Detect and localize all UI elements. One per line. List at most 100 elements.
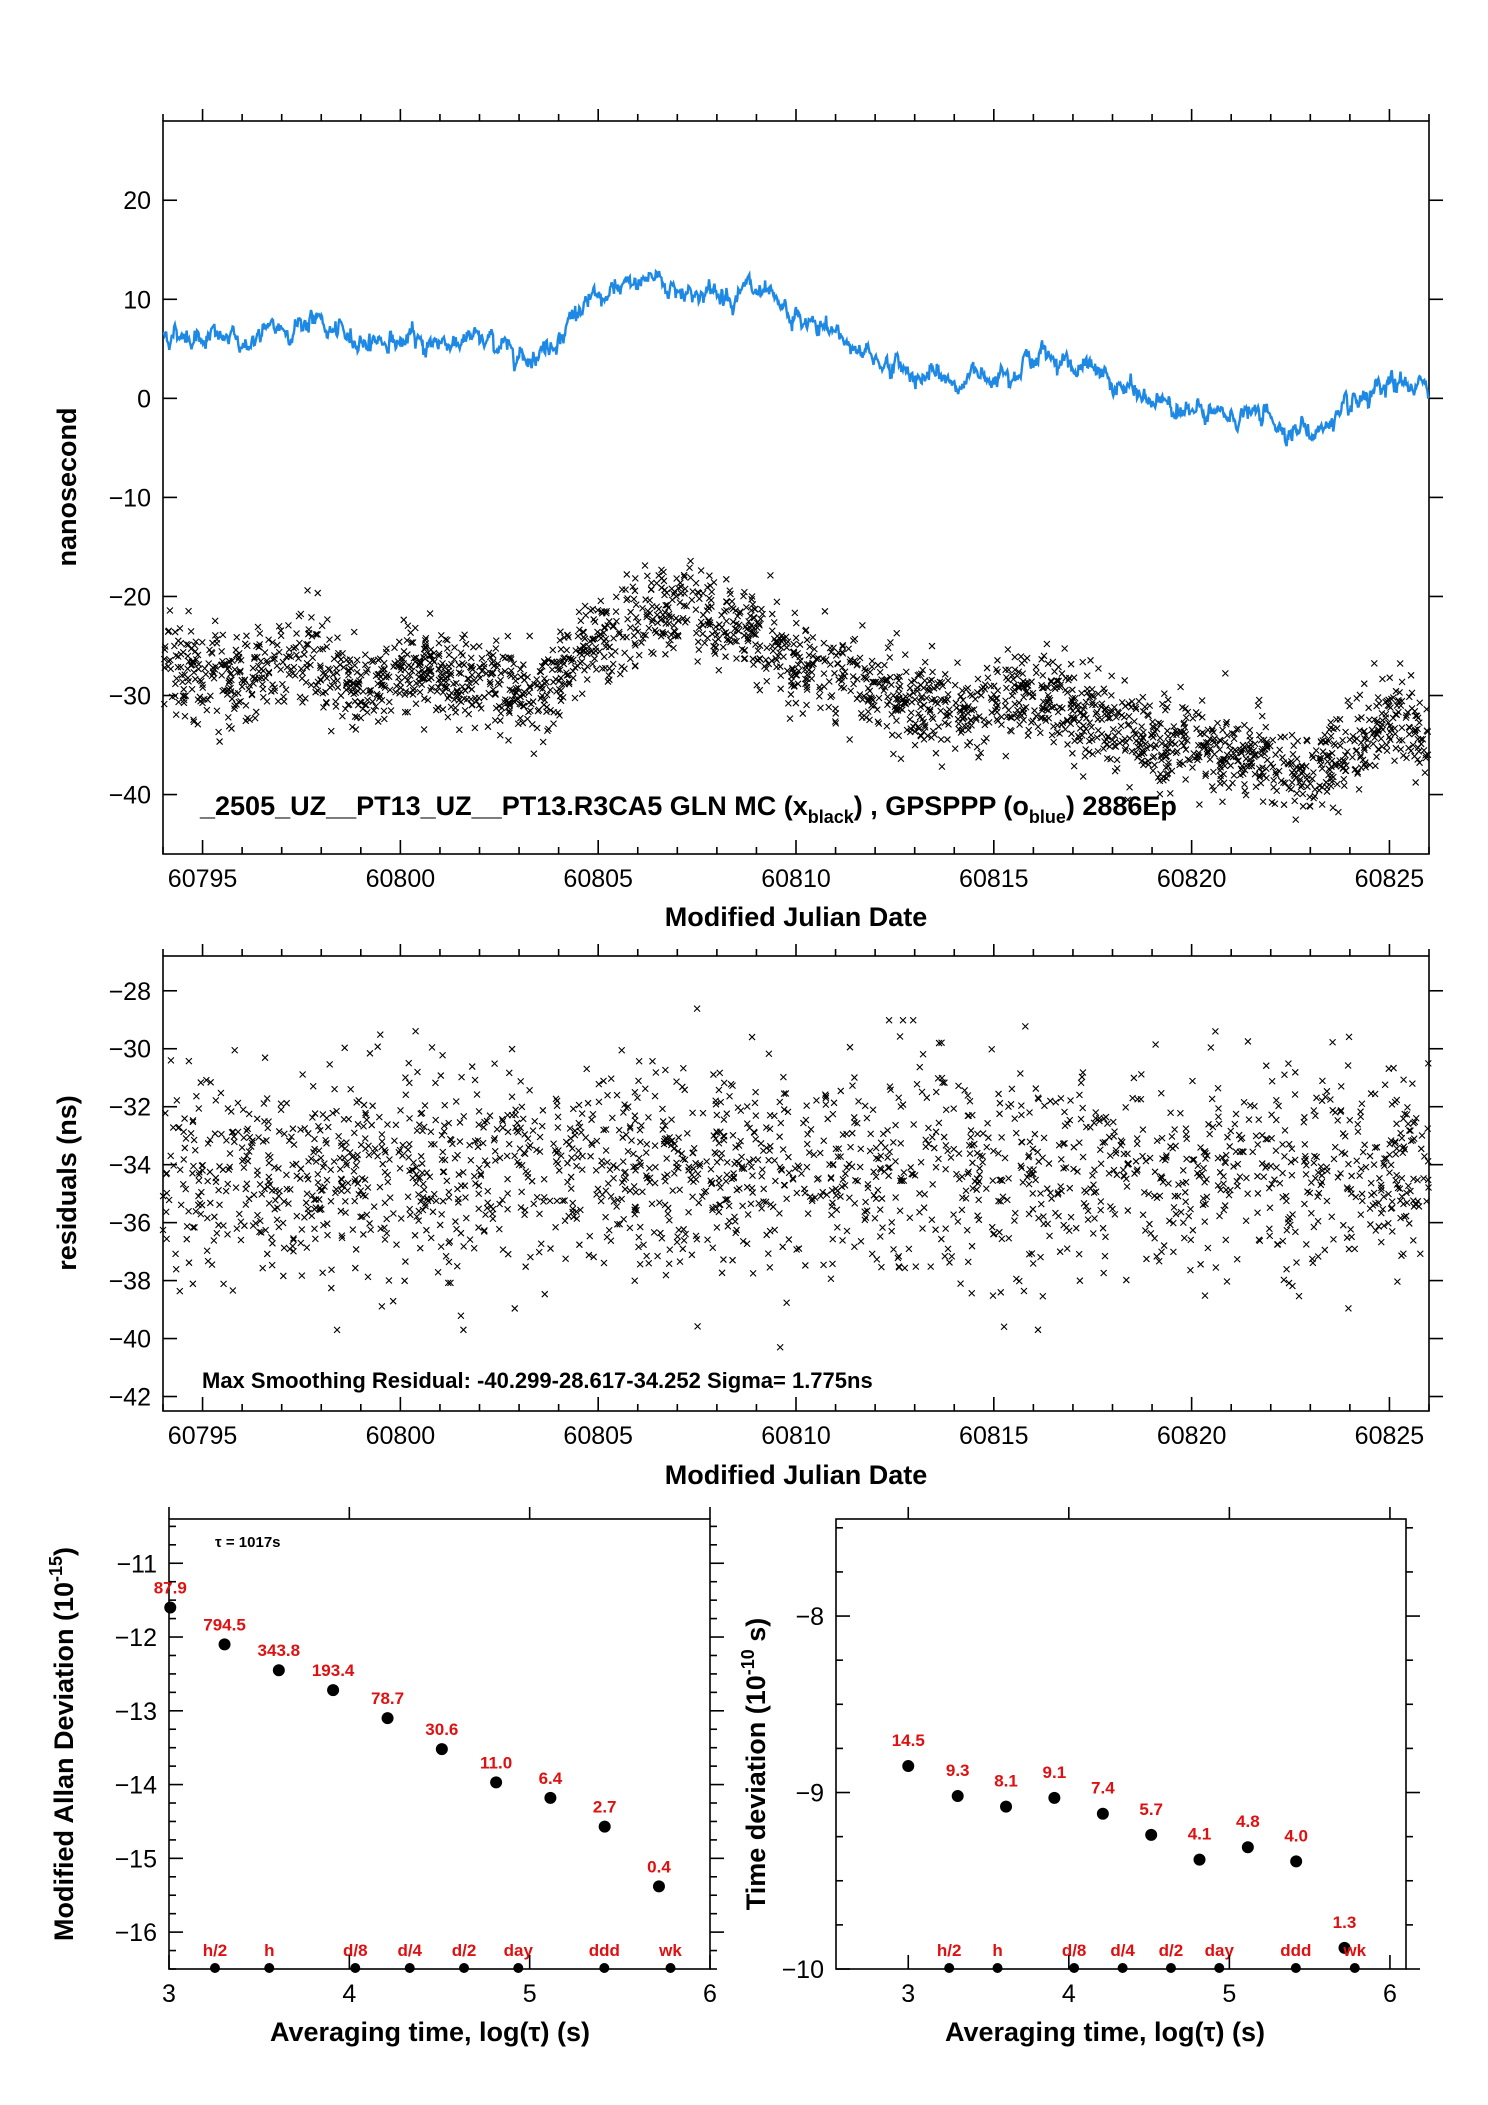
gln-mc-point — [1378, 720, 1386, 728]
gln-mc-point — [1106, 714, 1114, 722]
gln-mc-point — [1344, 697, 1352, 704]
gln-mc-point — [1169, 731, 1177, 739]
gln-mc-point — [1104, 733, 1112, 741]
mdev-interval-marker — [513, 1963, 524, 1973]
gln-mc-point — [1051, 668, 1058, 675]
gln-mc-point — [837, 683, 845, 691]
gln-mc-point — [166, 656, 174, 664]
gln-mc-point — [1374, 717, 1381, 725]
gln-mc-point — [338, 712, 346, 720]
gln-mc-point — [921, 658, 929, 666]
gln-mc-point — [458, 683, 466, 691]
mdev-point-label: 6.4 — [539, 1769, 563, 1788]
gln-mc-point — [1050, 738, 1058, 746]
gln-mc-point — [372, 672, 380, 680]
gln-mc-point — [1256, 773, 1263, 781]
gln-mc-point — [1217, 763, 1225, 771]
gln-mc-point — [1407, 671, 1415, 679]
phase-xtick-label: 60810 — [761, 865, 831, 893]
residual-point — [635, 1077, 642, 1085]
gln-mc-point — [1312, 747, 1320, 754]
residual-point — [1236, 1173, 1244, 1180]
gln-mc-point — [1184, 708, 1192, 716]
residual-point — [649, 1057, 656, 1065]
residual-point — [1265, 1184, 1273, 1192]
gln-mc-point — [624, 595, 632, 602]
residual-point — [717, 1154, 724, 1162]
residual-point — [266, 1153, 274, 1161]
residual-point — [489, 1215, 497, 1223]
gln-mc-point — [380, 707, 388, 715]
gln-mc-point — [199, 699, 206, 707]
residual-point — [1323, 1087, 1331, 1095]
residual-point — [192, 1207, 200, 1215]
gln-mc-point — [1122, 745, 1130, 752]
residual-point — [1029, 1145, 1037, 1153]
gln-mc-point — [680, 573, 688, 581]
residual-point — [242, 1201, 250, 1208]
residual-point — [449, 1140, 456, 1148]
residual-point — [460, 1326, 467, 1334]
residual-point — [821, 1091, 829, 1099]
gln-mc-point — [1044, 706, 1052, 714]
gln-mc-point — [251, 714, 259, 722]
residual-point — [304, 1205, 312, 1213]
gln-mc-point — [493, 663, 501, 671]
gln-mc-point — [752, 631, 760, 639]
gln-mc-point — [1246, 726, 1254, 734]
residual-point — [678, 1083, 686, 1091]
gln-mc-point — [756, 686, 764, 694]
gln-mc-point — [498, 704, 506, 712]
gln-mc-point — [722, 628, 730, 636]
residual-point — [564, 1159, 571, 1167]
gln-mc-point — [556, 658, 563, 666]
residual-point — [361, 1135, 369, 1142]
gln-mc-point — [328, 682, 336, 689]
gln-mc-point — [1315, 754, 1323, 762]
gln-mc-point — [526, 684, 534, 691]
gln-mc-point — [583, 650, 591, 658]
gln-mc-point — [791, 609, 799, 617]
tdev-point-label: 8.1 — [994, 1772, 1018, 1791]
residual-point — [335, 1132, 343, 1140]
residual-point — [779, 1073, 787, 1081]
gln-mc-point — [506, 686, 514, 693]
residual-point — [1056, 1248, 1064, 1256]
gln-mc-point — [831, 669, 838, 677]
residual-point — [568, 1154, 575, 1162]
gln-mc-point — [896, 682, 904, 690]
residual-point — [663, 1155, 671, 1162]
gln-mc-point — [1289, 750, 1297, 758]
gln-mc-point — [1415, 719, 1423, 727]
residual-point — [944, 1245, 952, 1253]
gln-mc-point — [1292, 816, 1300, 823]
phase-xtick-label: 60825 — [1355, 865, 1425, 893]
gln-mc-point — [415, 673, 423, 681]
residual-point — [1268, 1077, 1276, 1085]
residual-point — [839, 1237, 846, 1244]
gln-mc-point — [941, 719, 949, 727]
residual-point — [504, 1205, 511, 1213]
residual-point — [552, 1223, 559, 1231]
gln-mc-point — [1162, 764, 1170, 771]
gln-mc-point — [648, 618, 656, 625]
residual-point — [337, 1207, 345, 1215]
residual-point — [437, 1072, 445, 1079]
gln-mc-point — [1182, 746, 1190, 753]
gln-mc-point — [1355, 785, 1363, 793]
mdev-point — [381, 1712, 394, 1725]
gln-mc-point — [254, 623, 262, 631]
residual-point — [531, 1117, 539, 1125]
gln-mc-point — [623, 571, 631, 578]
residual-point — [908, 1170, 916, 1178]
gln-mc-point — [416, 688, 424, 696]
residual-point — [1246, 1101, 1254, 1109]
residual-point — [974, 1212, 981, 1220]
residual-point — [852, 1176, 859, 1184]
residual-point — [752, 1088, 759, 1096]
gln-mc-point — [433, 687, 441, 695]
residual-point — [191, 1223, 198, 1231]
gln-mc-point — [576, 659, 584, 667]
gln-mc-point — [788, 682, 795, 689]
gln-mc-point — [749, 601, 757, 608]
